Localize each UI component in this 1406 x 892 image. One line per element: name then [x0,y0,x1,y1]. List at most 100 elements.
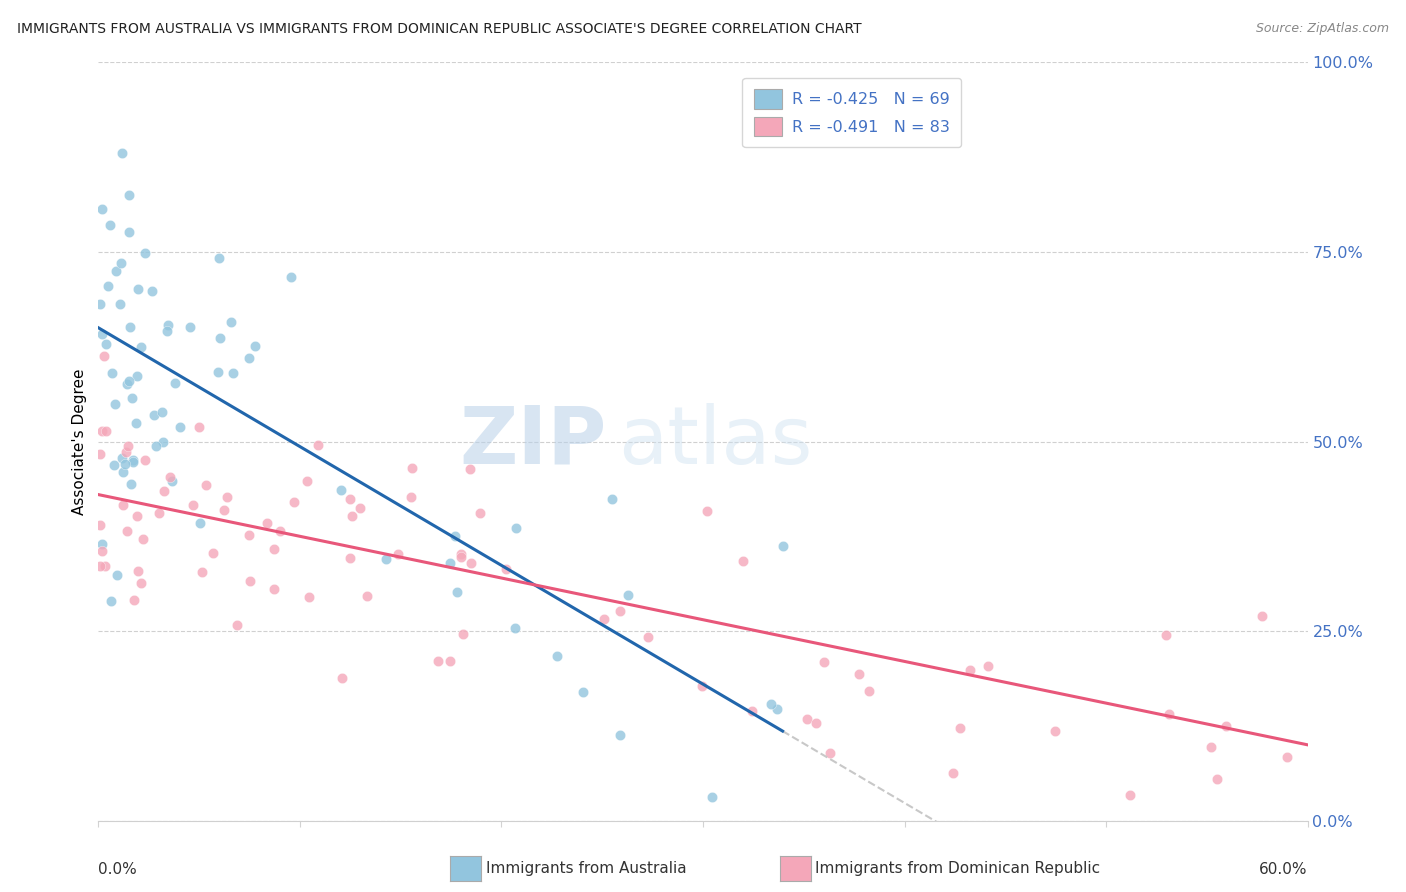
Point [122,593,145,607]
Point [458,461,481,475]
Point [772,540,794,554]
Point [796,712,818,726]
Point [731,554,754,568]
Point [195,478,218,492]
Point [959,664,981,678]
Point [238,351,260,365]
Point [340,508,363,523]
Point [1215,719,1237,733]
Point [243,339,266,353]
Legend: R = -0.425   N = 69, R = -0.491   N = 83: R = -0.425 N = 69, R = -0.491 N = 83 [742,78,962,147]
Point [127,369,149,384]
Point [592,612,614,626]
Point [818,746,841,760]
Point [114,445,136,459]
Point [89,559,111,574]
Point [505,521,527,535]
Point [145,440,167,454]
Point [94,558,117,573]
Point [1206,772,1229,787]
Point [94,336,117,351]
Point [169,420,191,434]
Point [117,439,139,453]
Point [115,524,138,538]
Point [188,516,211,530]
Point [263,582,285,596]
Point [617,588,640,602]
Point [96,424,118,438]
Point [460,557,482,571]
Point [401,461,423,475]
Point [122,455,145,469]
Point [90,544,112,558]
Point [91,425,114,439]
Point [283,495,305,509]
Point [152,434,174,449]
Point [107,568,129,582]
Point [89,446,111,460]
Point [759,697,782,711]
Point [117,377,139,392]
Point [208,251,231,265]
Text: Source: ZipAtlas.com: Source: ZipAtlas.com [1256,22,1389,36]
Point [152,404,174,418]
Point [1157,706,1180,721]
Point [120,477,142,491]
Point [163,376,186,390]
Point [157,318,180,332]
Point [1045,723,1067,738]
Point [179,319,201,334]
Point [295,474,318,488]
Point [813,656,835,670]
Point [446,585,468,599]
Point [443,529,465,543]
Point [637,630,659,644]
Point [181,498,204,512]
Point [127,508,149,523]
Point [89,297,111,311]
Point [1119,788,1142,802]
Point [222,366,245,380]
Point [399,490,422,504]
Point [356,590,378,604]
Point [766,702,789,716]
Point [153,483,176,498]
Text: ZIP: ZIP [458,402,606,481]
Point [263,542,285,557]
Point [131,575,153,590]
Point [700,790,723,805]
Point [387,547,409,561]
Point [114,457,136,471]
Point [118,225,141,239]
Point [942,765,965,780]
Point [439,556,461,570]
Point [949,722,972,736]
Point [221,315,243,329]
Point [450,550,472,565]
Point [505,621,527,635]
Point [600,492,623,507]
Point [690,679,713,693]
Point [307,438,329,452]
Point [141,285,163,299]
Point [741,704,763,718]
Point [110,296,132,310]
Point [91,202,114,217]
Point [132,532,155,546]
Text: atlas: atlas [619,402,813,481]
Point [93,349,115,363]
Point [427,654,450,668]
Point [97,279,120,293]
Point [374,552,396,566]
Point [858,684,880,698]
Point [91,327,114,342]
Point [468,506,491,520]
Text: Immigrants from Dominican Republic: Immigrants from Dominican Republic [815,862,1101,876]
Point [269,524,291,538]
Point [848,667,870,681]
Point [451,626,474,640]
Point [804,716,827,731]
Point [212,503,235,517]
Point [298,590,321,604]
Point [696,504,718,518]
